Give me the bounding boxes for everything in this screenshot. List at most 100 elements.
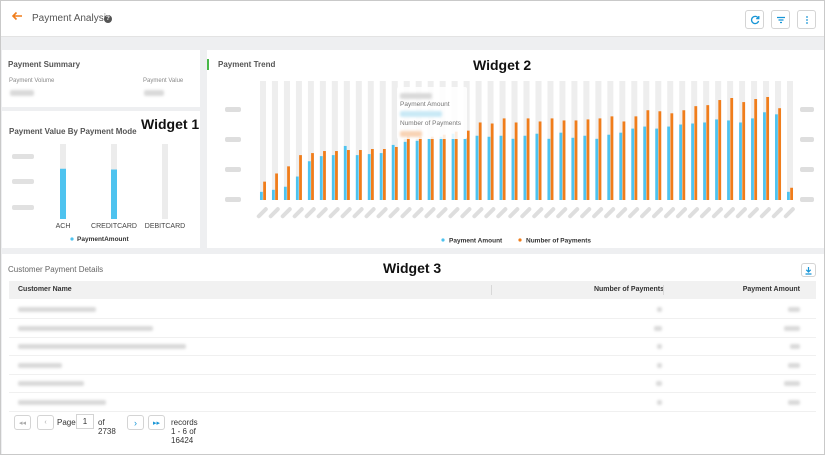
trend-bar-count[interactable] [790,187,794,200]
mode-bar-creditcard[interactable] [111,169,117,220]
trend-bar-count[interactable] [299,155,302,200]
trend-bar-amount[interactable] [715,119,718,200]
trend-bar-count[interactable] [670,113,674,200]
trend-bar-count[interactable] [442,134,446,200]
trend-bar-amount[interactable] [547,138,551,200]
trend-bar-count[interactable] [478,122,482,200]
download-button[interactable] [801,263,816,277]
trend-bar-count[interactable] [694,106,698,200]
trend-bar-amount[interactable] [739,122,742,200]
trend-bar-amount[interactable] [667,126,671,200]
trend-bar-count[interactable] [742,102,746,200]
mode-bar-ach[interactable] [60,168,66,219]
trend-bar-amount[interactable] [355,155,359,200]
trend-bar-amount[interactable] [559,132,563,200]
trend-bar-count[interactable] [718,100,722,200]
trend-bar-amount[interactable] [571,137,575,200]
trend-bar-amount[interactable] [391,144,395,200]
trend-bar-amount[interactable] [655,128,659,200]
page-input[interactable]: 1 [76,414,94,429]
trend-bar-amount[interactable] [343,145,347,200]
trend-bar-amount[interactable] [691,123,694,201]
trend-bar-count[interactable] [754,99,758,200]
trend-bar-count[interactable] [323,151,326,200]
trend-bar-count[interactable] [311,153,314,200]
trend-bar-amount[interactable] [499,135,503,200]
trend-bar-count[interactable] [538,121,542,200]
trend-bar-amount[interactable] [379,153,383,200]
trend-bar-count[interactable] [706,105,710,200]
trend-bar-amount[interactable] [535,133,539,200]
trend-bar-amount[interactable] [439,136,443,200]
trend-bar-amount[interactable] [787,191,790,200]
first-page-button[interactable]: ◂◂ [14,415,31,430]
trend-bar-amount[interactable] [427,138,431,200]
trend-bar-count[interactable] [778,108,782,200]
trend-bar-count[interactable] [586,119,590,200]
trend-bar-amount[interactable] [631,128,635,200]
trend-bar-count[interactable] [502,118,506,200]
trend-bar-count[interactable] [514,122,518,200]
prev-page-button[interactable]: ‹ [37,415,54,430]
trend-bar-amount[interactable] [583,135,587,200]
trend-bar-count[interactable] [598,118,602,200]
trend-bar-count[interactable] [287,166,290,200]
trend-bar-amount[interactable] [595,138,599,200]
trend-bar-amount[interactable] [463,138,467,200]
help-icon[interactable]: ? [104,15,112,23]
more-options-button[interactable] [797,10,816,29]
trend-bar-count[interactable] [359,150,362,200]
trend-bar-count[interactable] [490,123,494,201]
trend-bar-amount[interactable] [367,154,371,200]
trend-bar-count[interactable] [370,149,374,200]
trend-bar-count[interactable] [394,146,398,200]
col-number-of-payments[interactable]: Number of Payments [593,286,664,293]
next-page-button[interactable]: › [127,415,144,430]
trend-bar-count[interactable] [562,120,566,200]
trend-bar-count[interactable] [610,116,614,200]
trend-bar-count[interactable] [646,110,650,200]
trend-bar-count[interactable] [275,173,278,200]
trend-bar-count[interactable] [418,136,422,200]
trend-bar-amount[interactable] [751,118,754,200]
table-row[interactable] [9,393,816,412]
trend-bar-count[interactable] [347,150,350,200]
trend-bar-count[interactable] [382,149,386,200]
trend-bar-amount[interactable] [511,138,515,200]
back-arrow-icon[interactable] [11,10,25,26]
filter-button[interactable] [771,10,790,29]
trend-bar-count[interactable] [622,121,626,200]
trend-bar-amount[interactable] [403,141,407,200]
trend-bar-amount[interactable] [307,161,311,200]
trend-bar-amount[interactable] [763,112,766,200]
trend-bar-amount[interactable] [523,135,527,200]
mode-legend-label[interactable]: PaymentAmount [77,236,129,243]
trend-bar-amount[interactable] [271,189,275,200]
trend-bar-amount[interactable] [283,186,287,200]
trend-bar-amount[interactable] [679,124,683,200]
trend-bar-amount[interactable] [487,136,491,200]
last-page-button[interactable]: ▸▸ [148,415,165,430]
col-customer-name[interactable]: Customer Name [18,286,72,293]
trend-bar-amount[interactable] [607,134,611,200]
trend-legend-count[interactable]: Number of Payments [526,238,591,245]
trend-bar-count[interactable] [454,131,458,200]
refresh-button[interactable] [745,10,764,29]
trend-bar-count[interactable] [574,120,578,200]
trend-bar-count[interactable] [526,118,530,200]
trend-legend-amount[interactable]: Payment Amount [449,238,503,245]
table-row[interactable] [9,356,816,375]
trend-bar-count[interactable] [730,98,734,200]
trend-bar-count[interactable] [335,151,338,200]
trend-bar-count[interactable] [466,130,470,200]
trend-bar-count[interactable] [406,132,410,200]
trend-bar-amount[interactable] [775,114,778,200]
trend-bar-amount[interactable] [703,122,706,200]
trend-bar-count[interactable] [766,96,770,200]
trend-bar-amount[interactable] [643,126,647,200]
table-row[interactable] [9,300,816,319]
trend-bar-amount[interactable] [415,140,419,200]
trend-bar-amount[interactable] [319,156,323,200]
trend-bar-amount[interactable] [259,191,263,200]
trend-bar-amount[interactable] [331,155,335,200]
